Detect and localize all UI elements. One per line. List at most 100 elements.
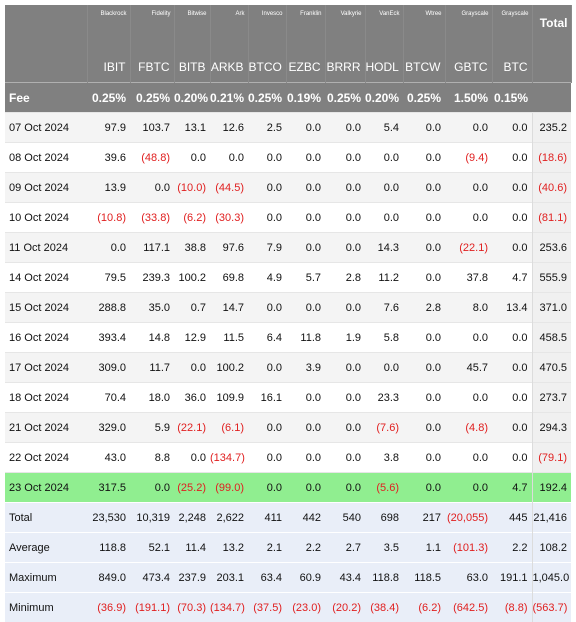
flow-value-cell: 1.9 <box>325 323 365 353</box>
flow-value-cell: 0.0 <box>403 353 445 383</box>
flow-value-cell: 39.6 <box>87 143 130 173</box>
ticker-cell: FBTC <box>130 51 174 83</box>
flow-value-cell: 0.0 <box>403 173 445 203</box>
stat-label: Total <box>5 503 87 533</box>
flow-value-cell: 14.3 <box>365 233 403 263</box>
flow-value-cell: (6.1) <box>210 413 248 443</box>
stat-value-cell: (191.1) <box>130 593 174 622</box>
flow-value-cell: 0.0 <box>325 353 365 383</box>
row-total-cell: 273.7 <box>532 383 571 413</box>
flow-value-cell: 0.0 <box>286 113 325 143</box>
date-cell: 23 Oct 2024 <box>5 473 87 503</box>
flow-value-cell: 70.4 <box>87 383 130 413</box>
ticker-cell: BTC <box>492 51 532 83</box>
stat-value-cell: 203.1 <box>210 563 248 593</box>
flow-value-cell: 0.0 <box>248 173 286 203</box>
stat-value-cell: 698 <box>365 503 403 533</box>
flow-value-cell: (48.8) <box>130 143 174 173</box>
ticker-cell: ARKB <box>210 51 248 83</box>
stat-total-cell: 21,416 <box>532 503 571 533</box>
flow-value-cell: 0.0 <box>445 443 492 473</box>
flow-value-cell: 0.0 <box>492 353 532 383</box>
flow-value-cell: 37.8 <box>445 263 492 293</box>
flow-value-cell: 309.0 <box>87 353 130 383</box>
row-total-cell: 294.3 <box>532 413 571 443</box>
flow-value-cell: 0.0 <box>492 383 532 413</box>
flow-value-cell: 5.7 <box>286 263 325 293</box>
row-total-cell: 235.2 <box>532 113 571 143</box>
stat-value-cell: 2.2 <box>286 533 325 563</box>
stat-value-cell: 52.1 <box>130 533 174 563</box>
stat-row-minimum: Minimum(36.9)(191.1)(70.3)(134.7)(37.5)(… <box>5 593 571 622</box>
flow-value-cell: 43.0 <box>87 443 130 473</box>
row-total-cell: (79.1) <box>532 443 571 473</box>
flow-value-cell: 0.0 <box>365 353 403 383</box>
row-total-cell: 253.6 <box>532 233 571 263</box>
flow-value-cell: (134.7) <box>210 443 248 473</box>
date-cell: 17 Oct 2024 <box>5 353 87 383</box>
fee-value-cell: 0.20% <box>174 83 210 113</box>
flow-value-cell: 0.0 <box>403 473 445 503</box>
flow-value-cell: (33.8) <box>130 203 174 233</box>
stat-value-cell: 473.4 <box>130 563 174 593</box>
flow-value-cell: 5.9 <box>130 413 174 443</box>
ticker-cell: HODL <box>365 51 403 83</box>
flow-value-cell: 0.0 <box>325 383 365 413</box>
flow-value-cell: 97.6 <box>210 233 248 263</box>
flow-value-cell: 7.6 <box>365 293 403 323</box>
ticker-cell: BTCO <box>248 51 286 83</box>
flow-value-cell: 0.0 <box>286 293 325 323</box>
date-cell: 14 Oct 2024 <box>5 263 87 293</box>
date-cell: 11 Oct 2024 <box>5 233 87 263</box>
date-cell: 07 Oct 2024 <box>5 113 87 143</box>
flow-value-cell: 11.5 <box>210 323 248 353</box>
flow-value-cell: 0.0 <box>286 383 325 413</box>
issuer-name-cell: Grayscale <box>445 5 492 51</box>
stat-value-cell: 43.4 <box>325 563 365 593</box>
stat-value-cell: 2,248 <box>174 503 210 533</box>
flow-value-cell: (25.2) <box>174 473 210 503</box>
issuer-name-cell: Franklin <box>286 5 325 51</box>
flow-value-cell: 0.0 <box>445 173 492 203</box>
flow-value-cell: 23.3 <box>365 383 403 413</box>
flow-value-cell: 0.0 <box>325 173 365 203</box>
flow-value-cell: (30.3) <box>210 203 248 233</box>
issuer-name-cell: Bitwise <box>174 5 210 51</box>
flow-value-cell: 12.6 <box>210 113 248 143</box>
issuer-name-cell: Invesco <box>248 5 286 51</box>
stat-value-cell: (20,055) <box>445 503 492 533</box>
fee-value-cell: 0.20% <box>365 83 403 113</box>
stat-value-cell: 2.1 <box>248 533 286 563</box>
header-corner-cell <box>5 5 87 51</box>
flow-value-cell: 109.9 <box>210 383 248 413</box>
row-total-cell: (81.1) <box>532 203 571 233</box>
date-cell: 22 Oct 2024 <box>5 443 87 473</box>
date-cell: 15 Oct 2024 <box>5 293 87 323</box>
stat-value-cell: 445 <box>492 503 532 533</box>
flow-value-cell: (5.6) <box>365 473 403 503</box>
stat-total-cell: (563.7) <box>532 593 571 622</box>
fee-value-cell: 1.50% <box>445 83 492 113</box>
date-cell: 09 Oct 2024 <box>5 173 87 203</box>
flow-value-cell: 36.0 <box>174 383 210 413</box>
fee-value-cell: 0.25% <box>87 83 130 113</box>
flow-value-cell: 13.1 <box>174 113 210 143</box>
flow-value-cell: 0.0 <box>248 143 286 173</box>
stat-value-cell: (37.5) <box>248 593 286 622</box>
row-total-cell: 470.5 <box>532 353 571 383</box>
flow-value-cell: 329.0 <box>87 413 130 443</box>
flow-value-cell: 0.0 <box>248 473 286 503</box>
row-total-cell: 371.0 <box>532 293 571 323</box>
date-cell: 21 Oct 2024 <box>5 413 87 443</box>
